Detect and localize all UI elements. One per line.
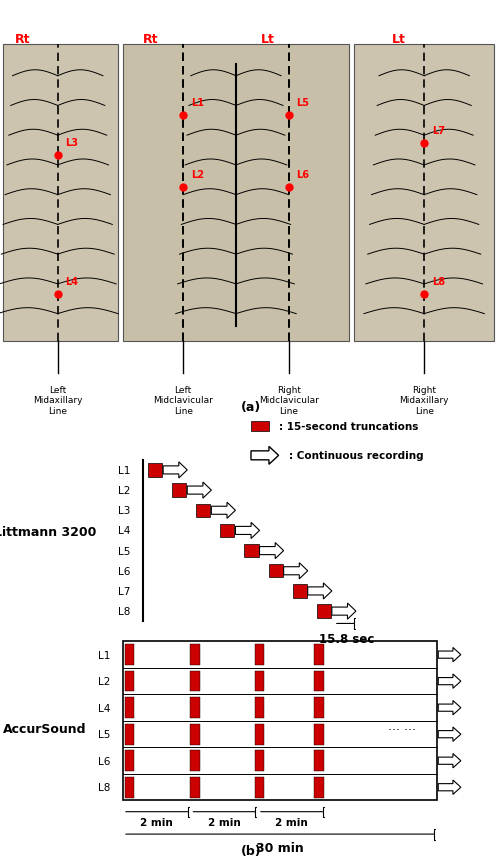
Bar bbox=[220, 524, 234, 537]
Text: L1: L1 bbox=[98, 650, 110, 660]
Bar bbox=[124, 671, 134, 691]
Bar bbox=[123, 641, 436, 801]
Bar bbox=[124, 697, 134, 718]
Text: Rt: Rt bbox=[15, 33, 31, 46]
Polygon shape bbox=[437, 674, 460, 689]
Text: L8: L8 bbox=[98, 783, 110, 792]
Bar bbox=[314, 724, 323, 745]
Text: Littmann 3200: Littmann 3200 bbox=[0, 525, 96, 538]
Text: L5: L5 bbox=[296, 98, 309, 108]
Bar bbox=[3, 45, 118, 342]
Bar bbox=[124, 645, 134, 666]
Text: Left
Midaxillary
Line: Left Midaxillary Line bbox=[33, 386, 82, 415]
Bar bbox=[314, 751, 323, 771]
Bar bbox=[148, 463, 162, 477]
Text: L5: L5 bbox=[98, 729, 110, 740]
Polygon shape bbox=[437, 701, 460, 715]
Polygon shape bbox=[437, 780, 460, 795]
Polygon shape bbox=[187, 482, 211, 499]
Bar bbox=[190, 697, 199, 718]
Bar bbox=[255, 697, 264, 718]
Bar bbox=[190, 671, 199, 691]
Bar bbox=[190, 724, 199, 745]
Bar bbox=[124, 777, 134, 797]
Bar bbox=[196, 504, 210, 517]
Bar bbox=[353, 45, 493, 342]
Text: (b): (b) bbox=[240, 844, 261, 857]
Bar bbox=[314, 777, 323, 797]
Polygon shape bbox=[437, 753, 460, 768]
Polygon shape bbox=[331, 604, 355, 619]
Text: L4: L4 bbox=[118, 526, 130, 536]
Bar bbox=[190, 645, 199, 666]
Bar bbox=[314, 697, 323, 718]
Polygon shape bbox=[437, 647, 460, 662]
Bar bbox=[190, 751, 199, 771]
Bar bbox=[268, 565, 282, 578]
Text: L8: L8 bbox=[118, 606, 130, 616]
Text: 15.8 sec: 15.8 sec bbox=[318, 632, 373, 645]
Text: ... ...: ... ... bbox=[387, 719, 415, 732]
Bar bbox=[255, 751, 264, 771]
Text: L5: L5 bbox=[118, 546, 130, 556]
Text: L1: L1 bbox=[118, 465, 130, 475]
Polygon shape bbox=[437, 728, 460, 741]
Polygon shape bbox=[235, 523, 259, 539]
Bar bbox=[314, 671, 323, 691]
Text: L3: L3 bbox=[118, 505, 130, 516]
Bar bbox=[255, 724, 264, 745]
Text: L7: L7 bbox=[431, 126, 444, 136]
Bar bbox=[172, 484, 186, 498]
Text: L1: L1 bbox=[190, 98, 203, 108]
Text: (a): (a) bbox=[240, 400, 261, 413]
Text: AccurSound: AccurSound bbox=[4, 722, 87, 735]
Text: 30 min: 30 min bbox=[256, 841, 303, 854]
Text: L2: L2 bbox=[118, 486, 130, 496]
Text: 2 min: 2 min bbox=[140, 817, 173, 827]
Bar bbox=[123, 45, 348, 342]
Text: 2 min: 2 min bbox=[275, 817, 308, 827]
Text: : 15-second truncations: : 15-second truncations bbox=[278, 422, 417, 431]
Text: L6: L6 bbox=[296, 170, 309, 180]
Text: Left
Midclavicular
Line: Left Midclavicular Line bbox=[153, 386, 213, 415]
Bar bbox=[244, 544, 258, 558]
Text: Lt: Lt bbox=[261, 33, 275, 46]
Polygon shape bbox=[211, 503, 235, 518]
Text: L6: L6 bbox=[118, 566, 130, 576]
Bar bbox=[292, 585, 306, 598]
Bar bbox=[124, 751, 134, 771]
Text: Rt: Rt bbox=[143, 33, 158, 46]
Polygon shape bbox=[283, 563, 307, 579]
Text: L7: L7 bbox=[118, 586, 130, 597]
Text: L6: L6 bbox=[98, 756, 110, 765]
Text: L2: L2 bbox=[190, 170, 203, 180]
Text: Right
Midaxillary
Line: Right Midaxillary Line bbox=[399, 386, 448, 415]
Text: Right
Midclavicular
Line: Right Midclavicular Line bbox=[258, 386, 318, 415]
Text: L2: L2 bbox=[98, 677, 110, 686]
Polygon shape bbox=[163, 462, 187, 479]
Bar bbox=[255, 671, 264, 691]
Polygon shape bbox=[250, 447, 278, 465]
Bar bbox=[124, 724, 134, 745]
Bar bbox=[316, 604, 330, 618]
Bar bbox=[255, 777, 264, 797]
Text: L8: L8 bbox=[431, 276, 444, 287]
Bar bbox=[250, 422, 268, 431]
Text: 2 min: 2 min bbox=[207, 817, 240, 827]
Text: L4: L4 bbox=[65, 276, 78, 287]
Polygon shape bbox=[307, 583, 331, 599]
Text: Lt: Lt bbox=[391, 33, 405, 46]
Polygon shape bbox=[259, 543, 283, 559]
Bar bbox=[255, 645, 264, 666]
Text: : Continuous recording: : Continuous recording bbox=[288, 451, 422, 461]
Text: L4: L4 bbox=[98, 703, 110, 713]
Bar bbox=[190, 777, 199, 797]
Text: L3: L3 bbox=[65, 138, 78, 148]
Bar bbox=[314, 645, 323, 666]
